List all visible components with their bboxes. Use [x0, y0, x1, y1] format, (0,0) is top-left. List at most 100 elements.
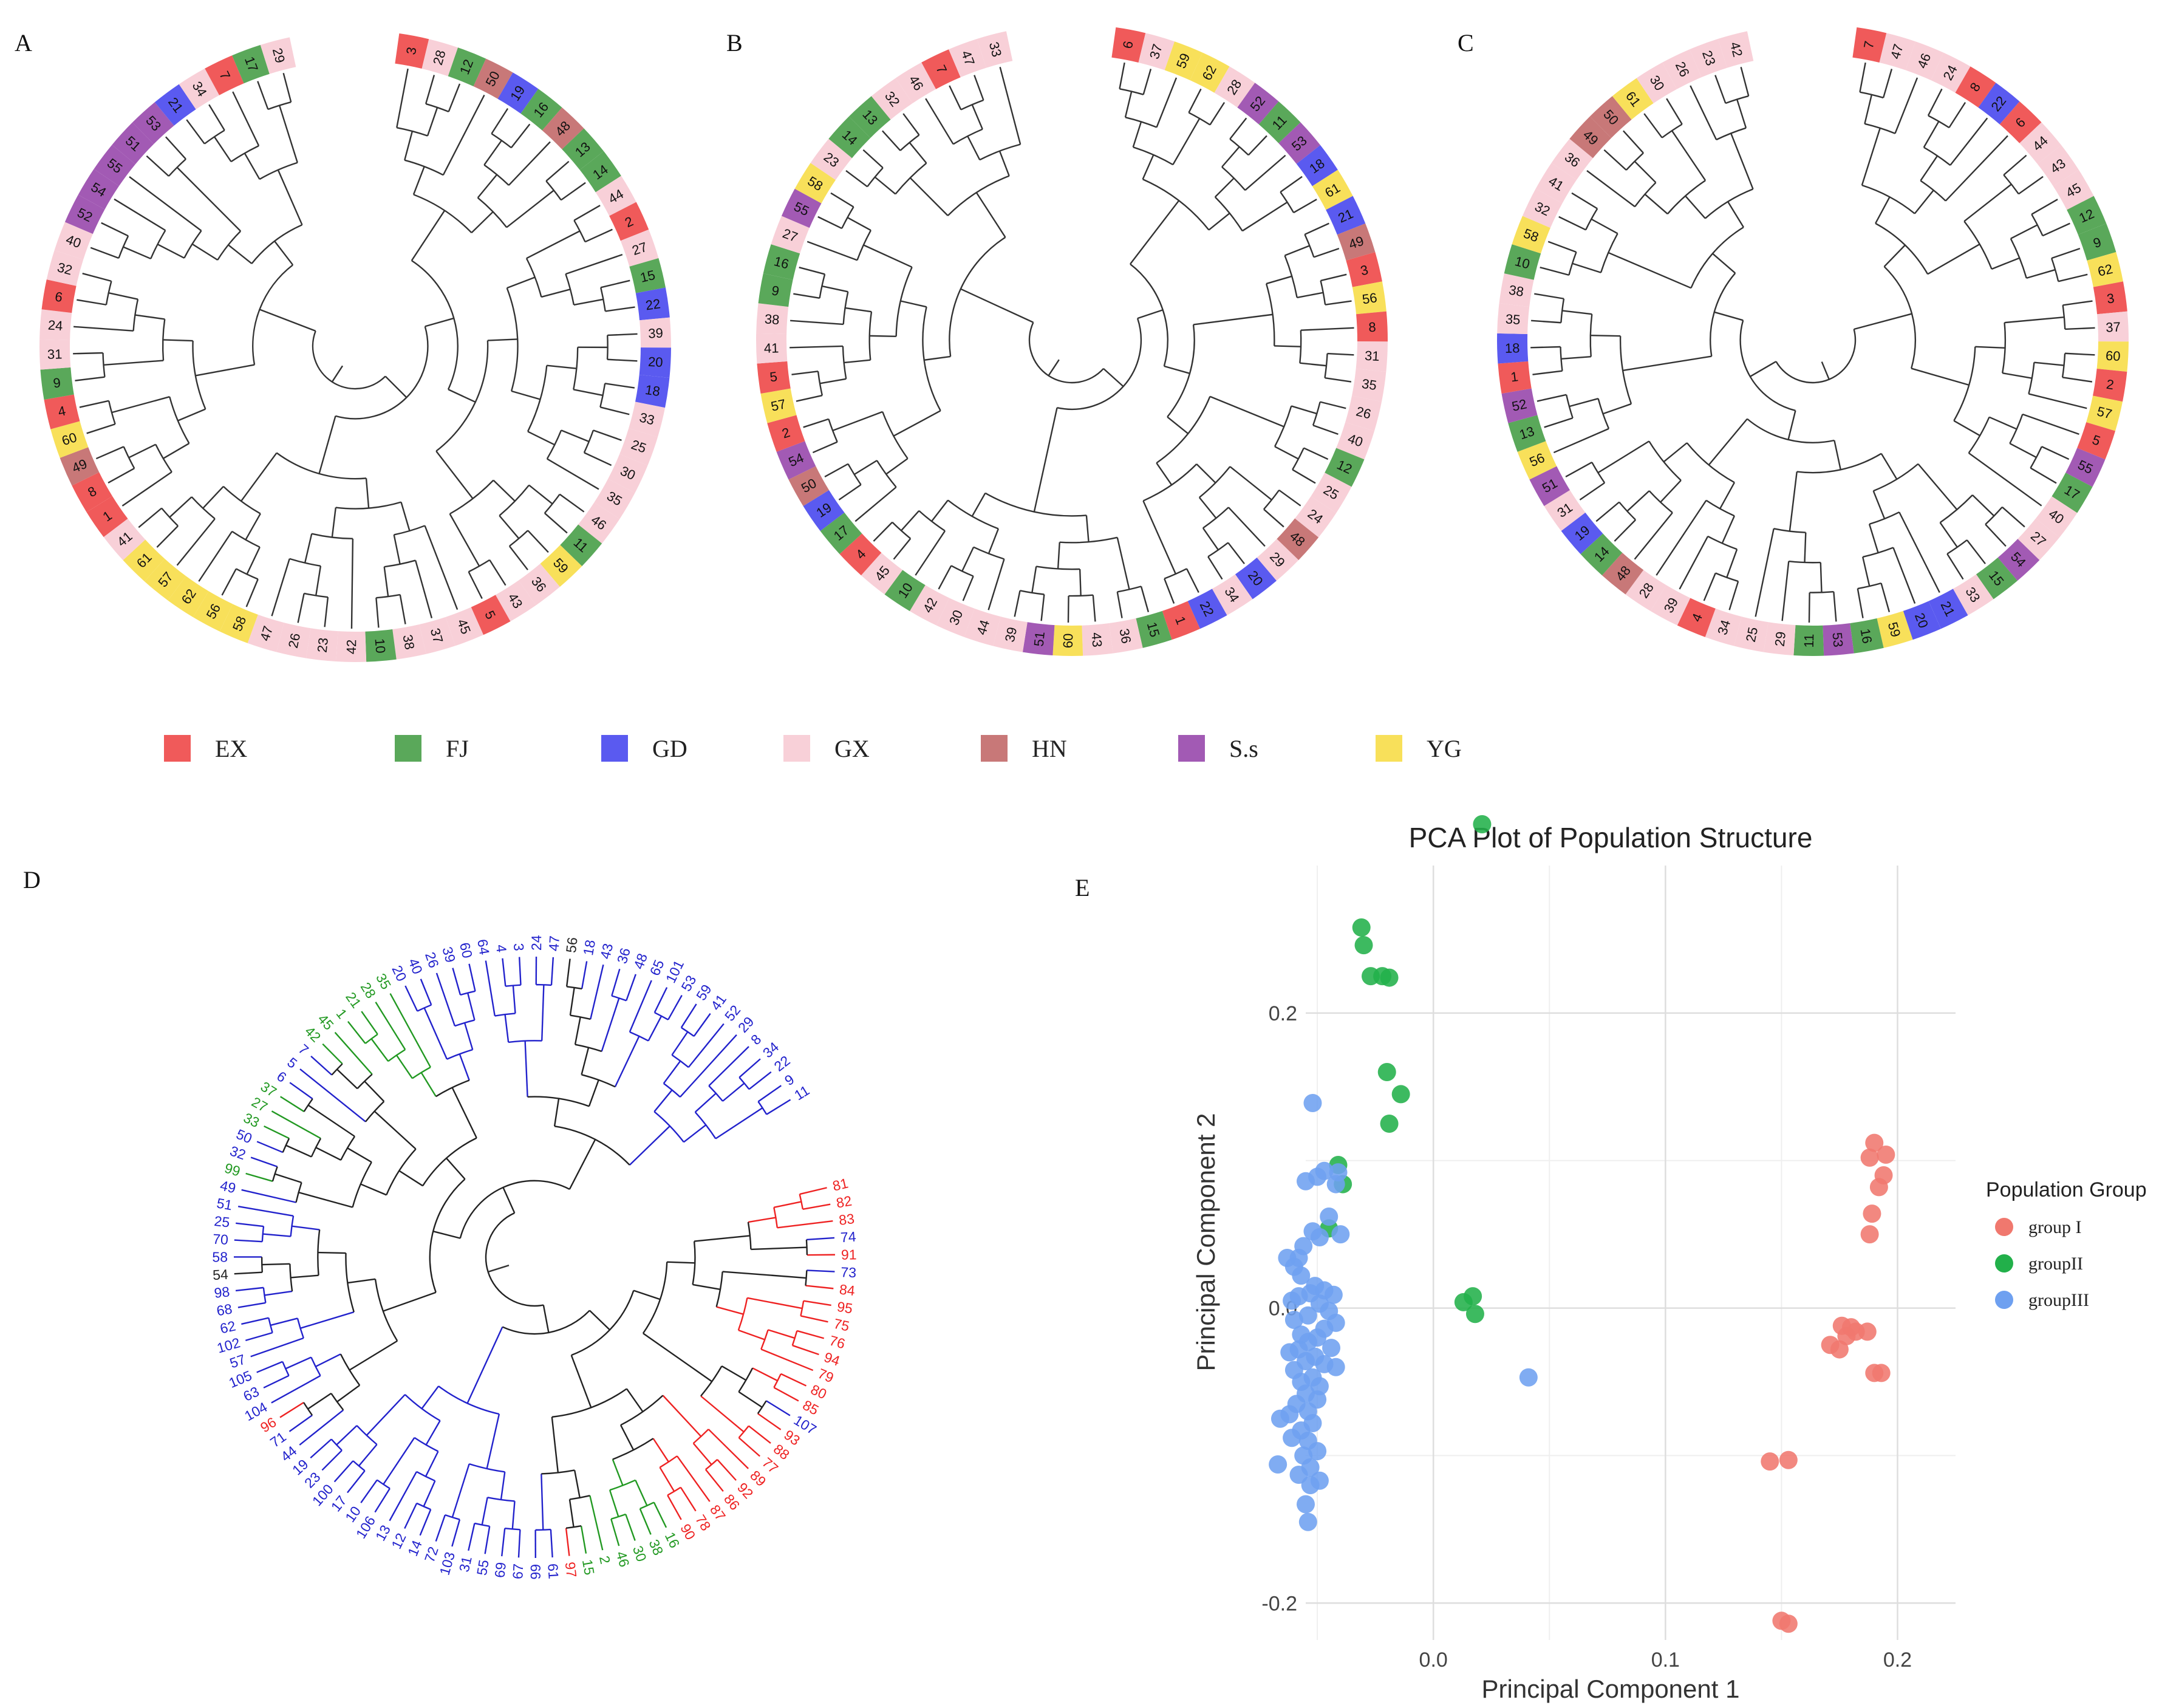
tip-color-cell: [1504, 244, 1541, 280]
tip-35: 35: [594, 479, 635, 519]
tree-branch: [792, 1344, 819, 1356]
tip-8: 8: [748, 1031, 764, 1048]
tip-22: 22: [1978, 83, 2020, 125]
tip-label: 8: [748, 1031, 764, 1048]
tip-9: 9: [2078, 223, 2116, 261]
tree-branch: [873, 521, 893, 542]
tip-28: 28: [1625, 570, 1666, 612]
tip-14: 14: [1580, 533, 1623, 576]
tree-branch: [2062, 300, 2093, 306]
tip-color-cell: [1352, 369, 1386, 402]
tip-label: 18: [580, 938, 598, 957]
tip-10: 10: [365, 629, 397, 662]
tree-branch: [581, 961, 588, 989]
tree-branch: [347, 1278, 376, 1284]
tip-38: 38: [1499, 273, 1534, 307]
tip-28: 28: [1214, 66, 1255, 108]
tree-branch: [893, 538, 912, 560]
tip-37: 37: [2097, 311, 2129, 342]
tree-branch: [277, 169, 303, 225]
tip-53: 53: [1823, 623, 1854, 656]
tree-branch: [288, 1415, 313, 1432]
tree-branch: [510, 123, 531, 148]
tree-branch: [234, 1271, 262, 1275]
tree-arc: [1625, 152, 1644, 171]
tree-branch: [299, 1068, 366, 1122]
tree-arc: [1299, 330, 1302, 363]
tree-branch: [1968, 452, 2042, 507]
tree-branch: [504, 1014, 510, 1043]
legend-label: YG: [1427, 735, 1462, 762]
tree-branch: [633, 1290, 661, 1300]
series-groupi: [1761, 1133, 1895, 1633]
tree-branch: [400, 502, 411, 531]
tree-branch: [653, 1501, 667, 1528]
tip-39: 39: [439, 945, 459, 965]
tree-branch: [1656, 500, 1707, 576]
tip-color-cell: [839, 533, 882, 576]
tree-branch: [489, 559, 506, 586]
data-point: [1352, 918, 1371, 937]
tree-branch: [1939, 522, 1958, 548]
tree-d: 8182837491738495757694798085107938877899…: [212, 935, 856, 1579]
tip-label: 61: [545, 1563, 561, 1579]
tree-branch: [107, 468, 135, 484]
tip-color-cell: [520, 89, 562, 131]
tree-branch: [1586, 170, 1635, 208]
tip-94: 94: [822, 1349, 842, 1369]
legend-swatch: [981, 735, 1008, 762]
tip-color-cell: [2037, 145, 2079, 186]
tree-branch: [901, 510, 920, 531]
tree-branch: [1622, 355, 1712, 372]
tree-branch: [1544, 417, 1574, 428]
tree-branch: [468, 963, 476, 992]
tree-branch: [221, 568, 237, 596]
tree-branch: [1643, 113, 1663, 138]
tree-branch: [1130, 200, 1180, 265]
tree-arc: [654, 1011, 669, 1020]
tip-44: 44: [2019, 122, 2062, 164]
tree-branch: [584, 228, 613, 243]
legend-swatch: [395, 735, 421, 762]
tree-arc: [1796, 453, 1882, 474]
tree-branch: [1079, 569, 1082, 596]
tree-branch: [370, 1038, 389, 1062]
tree-branch: [2041, 446, 2070, 460]
tip-68: 68: [216, 1300, 234, 1319]
tree-branch: [1142, 500, 1176, 575]
tip-color-cell: [392, 624, 426, 660]
tip-42: 42: [1717, 31, 1754, 68]
tree-arc: [1028, 322, 1104, 384]
tip-ring: 8182837491738495757694798085107938877899…: [212, 935, 856, 1579]
tree-branch: [528, 484, 553, 505]
tree-branch: [626, 1388, 644, 1412]
tip-20: 20: [1235, 557, 1277, 600]
tree-branch: [960, 288, 1034, 323]
tip-color-cell: [1295, 496, 1337, 538]
tree-branch: [1949, 117, 1988, 166]
tree-a: 3 28 1250191648131444227152239201833253035…: [39, 33, 671, 662]
tip-18: 18: [635, 375, 670, 408]
tree-branch: [331, 507, 337, 538]
tree-branch: [1313, 247, 1340, 258]
tip-color-cell: [103, 518, 146, 561]
tip-7: 7: [1852, 27, 1887, 63]
tip-color-cell: [1561, 512, 1603, 555]
tree-arc: [1648, 490, 1673, 514]
tree-branch: [240, 452, 278, 502]
tip-label: 5: [769, 369, 778, 384]
tip-color-cell: [1976, 557, 2017, 600]
tree-branch: [680, 1003, 697, 1028]
tree-arc: [508, 1040, 542, 1044]
tip-label: 49: [219, 1177, 237, 1196]
tip-color-cell: [44, 394, 80, 429]
tip-label: 46: [613, 1549, 633, 1569]
tip-color-cell: [921, 49, 961, 89]
tree-branch: [1300, 327, 1354, 331]
tree-branch: [1861, 128, 1881, 186]
tip-57: 57: [2086, 395, 2123, 431]
tip-color-cell: [1082, 623, 1113, 656]
tree-branch: [987, 559, 1005, 610]
tip-36: 36: [614, 946, 633, 965]
tree-branch: [300, 1311, 355, 1329]
